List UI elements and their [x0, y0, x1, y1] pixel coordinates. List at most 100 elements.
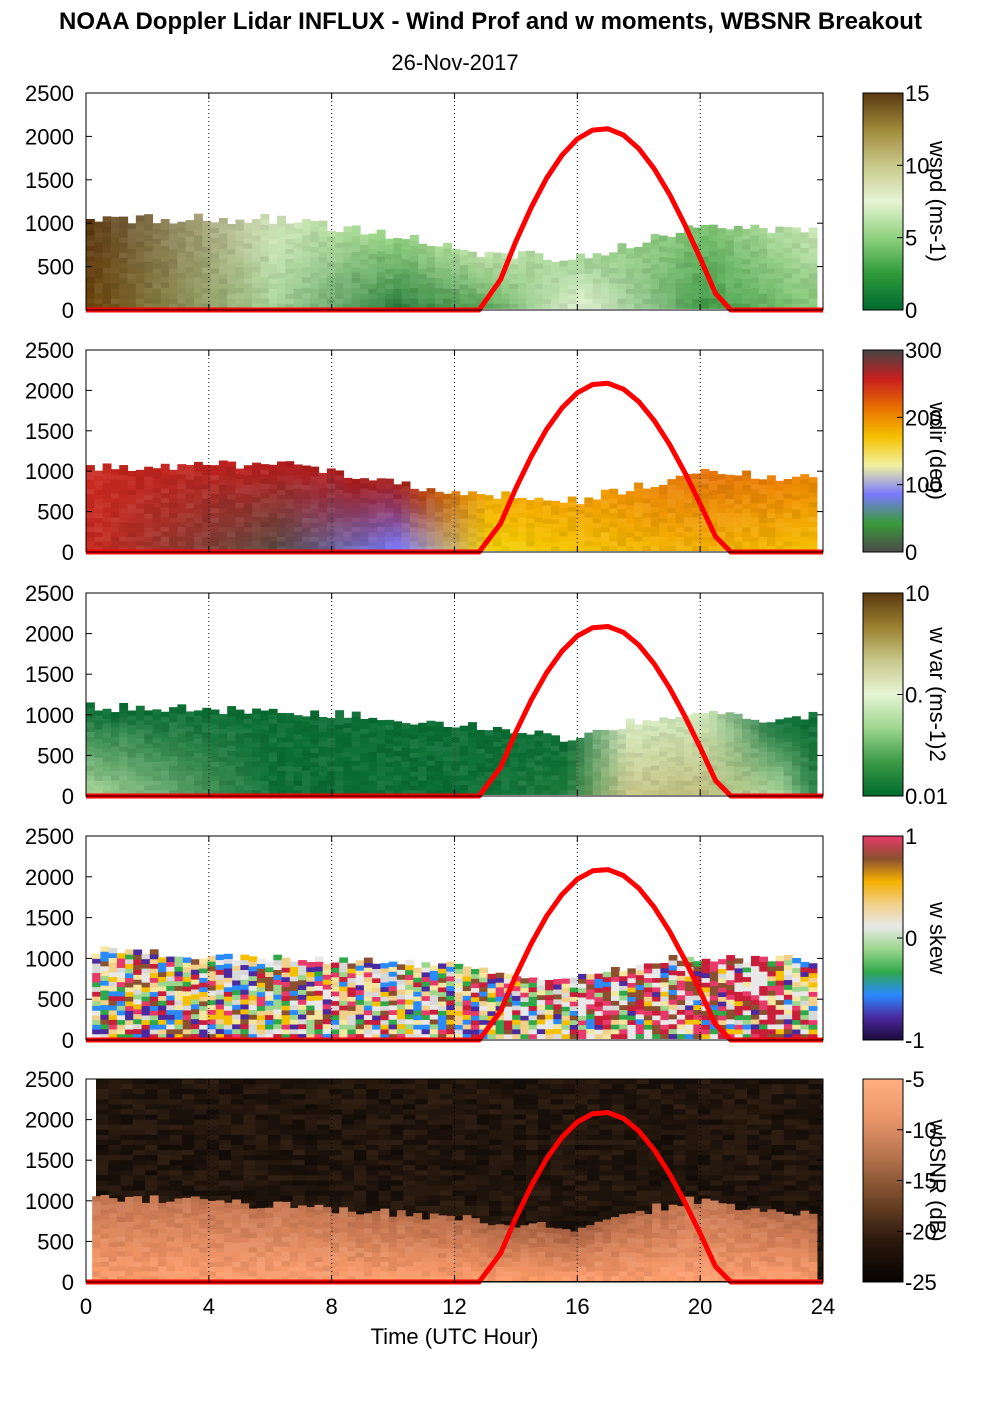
data-cell [368, 278, 378, 284]
data-cell [248, 985, 258, 991]
data-cell [542, 293, 552, 300]
panel-2-data [86, 702, 818, 795]
data-cell [667, 770, 677, 777]
data-cell [700, 224, 710, 231]
data-cell [476, 734, 486, 740]
data-cell [459, 522, 469, 528]
data-cell [160, 745, 170, 752]
data-cell [160, 271, 170, 278]
data-cell [376, 734, 386, 740]
data-cell [501, 733, 511, 740]
data-cell [285, 278, 295, 284]
data-cell [260, 512, 270, 518]
data-cell [218, 298, 228, 304]
data-cell [177, 488, 187, 494]
data-cell [185, 502, 195, 509]
colorbar-label: w var (ms-1)2 [925, 626, 950, 761]
data-cell [92, 953, 101, 959]
data-cell [152, 766, 162, 772]
data-cell [202, 507, 212, 513]
data-cell [683, 507, 693, 513]
data-cell [401, 490, 411, 496]
data-cell [360, 298, 369, 304]
data-cell [534, 512, 544, 518]
data-cell [758, 751, 768, 757]
data-cell [617, 273, 627, 279]
data-cell [232, 970, 241, 976]
data-cell [141, 986, 151, 993]
data-cell [235, 282, 245, 289]
data-cell [750, 540, 760, 547]
data-cell [733, 297, 743, 304]
data-cell [775, 522, 785, 528]
data-cell [667, 483, 677, 490]
data-cell [659, 277, 668, 283]
data-cell [559, 287, 569, 293]
data-cell [634, 252, 644, 258]
data-cell [443, 727, 453, 733]
data-cell [318, 521, 328, 527]
data-cell [692, 751, 702, 757]
data-cell [160, 255, 170, 262]
data-cell [418, 495, 428, 501]
data-cell [451, 293, 461, 299]
data-cell [273, 989, 283, 995]
data-cell [650, 298, 660, 304]
data-cell [252, 477, 262, 483]
data-cell [393, 522, 403, 528]
data-cell [210, 714, 220, 720]
data-cell [800, 262, 810, 269]
data-cell [310, 545, 320, 551]
data-cell [617, 780, 627, 786]
data-cell [86, 536, 95, 542]
data-cell [252, 271, 262, 278]
data-cell [717, 723, 727, 729]
data-cell [733, 503, 743, 509]
data-cell [277, 727, 286, 733]
data-cell [733, 277, 743, 284]
data-cell [692, 283, 702, 289]
data-cell [252, 229, 262, 236]
data-cell [256, 972, 266, 979]
data-cell [384, 293, 394, 299]
data-cell [260, 507, 270, 513]
data-cell [384, 531, 394, 537]
data-cell [692, 293, 702, 299]
data-cell [401, 770, 411, 776]
data-cell [675, 789, 685, 795]
data-cell [501, 761, 511, 768]
data-cell [243, 512, 253, 518]
data-cell [202, 225, 212, 232]
data-cell [683, 789, 693, 795]
data-cell [808, 770, 818, 776]
data-cell [484, 531, 494, 538]
data-cell [110, 242, 120, 248]
data-cell [692, 784, 702, 791]
data-cell [360, 478, 369, 484]
data-cell [584, 545, 594, 551]
data-cell [335, 517, 345, 523]
colorbar-tick-label: 200 [905, 405, 942, 430]
data-cell [160, 526, 170, 532]
data-cell [141, 1005, 151, 1011]
data-cell [133, 989, 143, 995]
data-cell [393, 735, 403, 742]
data-cell [800, 742, 810, 749]
data-cell [470, 1024, 480, 1030]
data-cell [310, 262, 320, 268]
data-cell [800, 483, 810, 490]
data-cell [758, 732, 768, 738]
data-cell [634, 752, 644, 758]
data-cell [617, 522, 627, 528]
data-cell [285, 736, 295, 743]
data-cell [609, 743, 619, 750]
data-cell [808, 267, 818, 274]
data-cell [108, 952, 118, 959]
data-cell [177, 247, 187, 253]
data-cell [243, 503, 253, 509]
data-cell [285, 503, 295, 509]
data-cell [405, 1013, 414, 1020]
data-cell [351, 789, 361, 795]
data-cell [100, 951, 110, 957]
data-cell [667, 287, 677, 294]
